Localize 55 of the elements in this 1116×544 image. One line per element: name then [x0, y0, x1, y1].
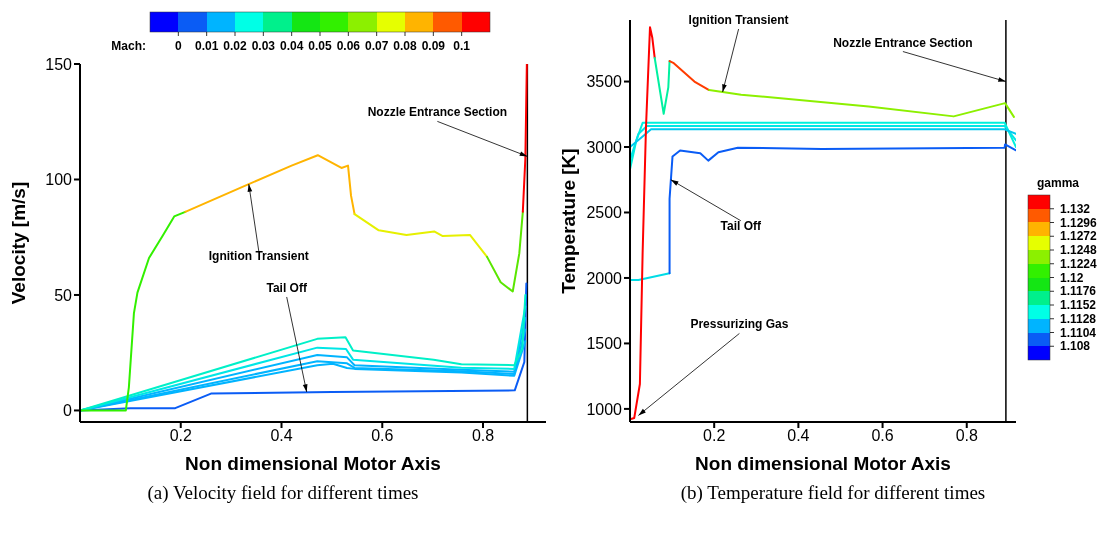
color-bar-label: 0.07	[364, 39, 389, 53]
annotation: Tail Off	[720, 218, 763, 233]
color-bar-title: gamma	[1036, 176, 1080, 190]
color-bar-label: 1.1128	[1060, 311, 1097, 326]
color-bar-label: 1.1248	[1060, 243, 1098, 257]
color-bar-label: 0.03	[251, 39, 276, 53]
x-tick-label: 0.6	[871, 427, 894, 445]
annotation: Nozzle Entrance Section	[367, 105, 508, 120]
y-tick-label: 3000	[586, 138, 623, 156]
color-bar-label: 0.06	[336, 39, 361, 53]
y-tick-label: 0	[63, 402, 73, 420]
color-bar-label: 0.05	[308, 39, 332, 53]
color-bar-label: 1.1152	[1060, 298, 1097, 312]
color-bar-label: 0.1	[453, 39, 471, 53]
color-bar-label: 1.1272	[1060, 229, 1098, 244]
x-tick-label: 0.8	[955, 427, 978, 445]
x-axis-title: Non dimensional Motor Axis	[185, 453, 441, 474]
color-bar-label: 0	[174, 39, 182, 53]
color-bar-label: 1.1296	[1060, 215, 1098, 230]
color-bar-label: 1.108	[1060, 339, 1091, 354]
color-bar-label: 0.09	[421, 39, 446, 53]
y-axis-title: Velocity [m/s]	[7, 181, 29, 305]
y-tick-label: 100	[45, 171, 73, 189]
annotation: Nozzle Entrance Section	[833, 35, 973, 50]
y-tick-label: 150	[45, 55, 73, 73]
color-bar-title: Mach:	[111, 39, 146, 53]
color-bar-label: 0.08	[393, 39, 417, 53]
x-axis-title: Non dimensional Motor Axis	[695, 453, 951, 474]
y-tick-label: 50	[54, 286, 73, 304]
annotation: Ignition Transient	[688, 13, 789, 28]
color-bar-label: 1.1224	[1060, 256, 1098, 271]
x-tick-label: 0.4	[787, 427, 810, 445]
x-tick-label: 0.2	[169, 427, 192, 445]
y-tick-label: 2000	[586, 269, 623, 287]
y-tick-label: 1000	[586, 400, 623, 418]
color-bar-label: 0.02	[223, 39, 247, 53]
annotation: Ignition Transient	[208, 249, 309, 264]
color-bar-label: 1.12	[1060, 270, 1084, 285]
x-tick-label: 0.4	[270, 427, 293, 445]
color-bar-label: 0.04	[279, 39, 304, 53]
text: (b) Temperature field for different times	[679, 482, 987, 504]
x-tick-label: 0.2	[703, 427, 726, 445]
y-tick-label: 2500	[586, 204, 623, 222]
y-axis-title: Temperature [K]	[557, 148, 579, 294]
y-tick-label: 3500	[586, 73, 623, 91]
color-bar-label: 0.01	[194, 39, 219, 53]
annotation: Tail Off	[266, 280, 308, 295]
y-tick-label: 1500	[586, 335, 623, 353]
text: (a) Velocity field for different times	[146, 482, 420, 504]
color-bar-label: 1.1104	[1060, 325, 1097, 340]
x-tick-label: 0.8	[471, 427, 495, 445]
color-bar-label: 1.132	[1060, 201, 1091, 216]
annotation: Pressurizing Gas	[690, 317, 789, 332]
x-tick-label: 0.6	[371, 427, 394, 445]
color-bar-label: 1.1176	[1060, 284, 1097, 299]
